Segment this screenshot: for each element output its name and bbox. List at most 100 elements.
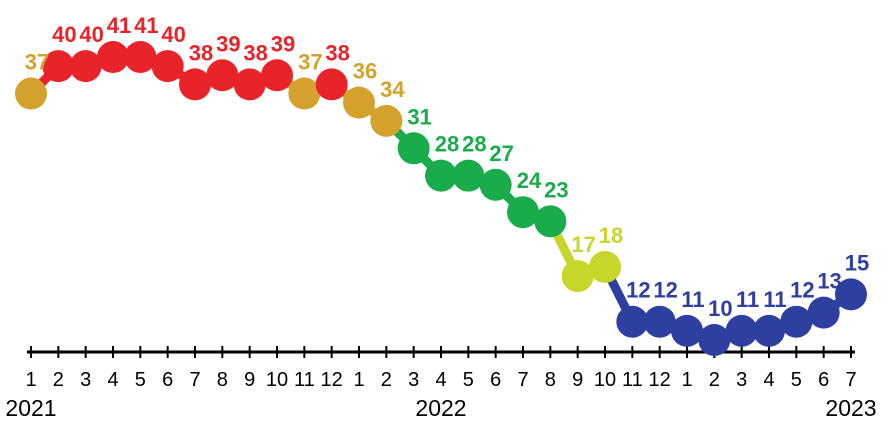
data-label: 38 bbox=[189, 40, 213, 65]
x-tick-label: 4 bbox=[763, 369, 774, 391]
x-tick-label: 5 bbox=[135, 369, 146, 391]
x-tick-label: 12 bbox=[321, 369, 343, 391]
data-point bbox=[671, 314, 703, 347]
x-tick-label: 7 bbox=[189, 369, 200, 391]
data-label: 13 bbox=[817, 269, 841, 294]
data-label: 11 bbox=[681, 287, 704, 312]
data-label: 34 bbox=[380, 77, 405, 102]
x-tick-label: 8 bbox=[545, 369, 556, 391]
data-label: 12 bbox=[790, 278, 814, 303]
data-label: 10 bbox=[708, 296, 732, 321]
data-label: 12 bbox=[653, 278, 677, 303]
x-tick-label: 5 bbox=[791, 369, 802, 391]
x-tick-label: 7 bbox=[517, 369, 528, 391]
year-label: 2022 bbox=[415, 395, 466, 421]
data-point bbox=[151, 50, 184, 83]
data-point bbox=[561, 260, 594, 293]
data-point bbox=[315, 68, 348, 101]
data-label: 41 bbox=[107, 13, 131, 38]
data-point bbox=[42, 50, 75, 83]
x-tick-label: 2 bbox=[53, 369, 64, 391]
data-label: 17 bbox=[571, 232, 595, 257]
x-tick-label: 8 bbox=[217, 369, 228, 391]
data-label: 39 bbox=[216, 31, 240, 56]
data-point bbox=[233, 68, 266, 101]
x-axis: 1 2 3 4 5 6 7 8 9 10 11 12 1 2 3 4 5 6 7 8 9 10 11 12 1 2 3 4 5 6 7202… bbox=[5, 346, 877, 421]
year-label: 2021 bbox=[5, 395, 56, 421]
data-label: 23 bbox=[544, 177, 568, 202]
data-label: 38 bbox=[325, 40, 349, 65]
x-tick-label: 9 bbox=[572, 369, 583, 391]
year-label: 2023 bbox=[825, 395, 876, 421]
data-point bbox=[643, 305, 676, 338]
data-point bbox=[725, 314, 758, 347]
x-tick-label: 6 bbox=[490, 369, 501, 391]
data-point bbox=[15, 77, 47, 110]
data-point bbox=[397, 132, 430, 165]
data-point bbox=[206, 59, 239, 92]
x-tick-label: 1 bbox=[25, 369, 36, 391]
data-label: 41 bbox=[134, 13, 158, 38]
x-tick-label: 5 bbox=[463, 369, 474, 391]
data-point bbox=[452, 159, 485, 192]
data-label: 40 bbox=[79, 22, 103, 47]
x-tick-label: 1 bbox=[353, 369, 364, 391]
data-point bbox=[124, 41, 157, 73]
data-point bbox=[69, 50, 102, 83]
x-tick-label: 1 bbox=[681, 369, 692, 391]
x-tick-label: 3 bbox=[736, 369, 747, 391]
x-tick-label: 12 bbox=[649, 369, 671, 391]
data-points bbox=[15, 41, 867, 356]
data-point bbox=[589, 250, 621, 283]
data-point bbox=[507, 196, 539, 229]
data-label: 39 bbox=[271, 31, 295, 56]
data-point bbox=[698, 324, 731, 356]
x-tick-label: 2 bbox=[709, 369, 720, 391]
x-tick-label: 2 bbox=[381, 369, 392, 391]
data-label: 40 bbox=[52, 22, 76, 47]
data-point bbox=[753, 314, 785, 347]
data-point bbox=[479, 168, 512, 201]
x-tick-label: 7 bbox=[845, 369, 856, 391]
data-label: 24 bbox=[517, 168, 542, 193]
data-point bbox=[807, 296, 840, 329]
x-tick-label: 4 bbox=[435, 369, 446, 391]
x-tick-label: 10 bbox=[594, 369, 616, 391]
x-tick-label: 11 bbox=[294, 369, 315, 391]
x-tick-label: 3 bbox=[80, 369, 91, 391]
x-tick-label: 4 bbox=[107, 369, 118, 391]
data-label: 37 bbox=[298, 50, 322, 75]
data-label: 28 bbox=[462, 132, 486, 157]
data-point bbox=[616, 305, 649, 338]
data-label: 38 bbox=[243, 40, 267, 65]
data-point bbox=[261, 59, 293, 92]
data-point bbox=[343, 86, 375, 119]
data-label: 36 bbox=[353, 59, 377, 84]
data-label: 11 bbox=[763, 287, 786, 312]
data-label: 37 bbox=[25, 50, 49, 75]
data-label: 27 bbox=[489, 141, 513, 166]
data-label: 15 bbox=[845, 250, 869, 275]
x-tick-label: 11 bbox=[622, 369, 643, 391]
x-tick-label: 3 bbox=[408, 369, 419, 391]
data-point bbox=[179, 68, 211, 101]
x-tick-label: 10 bbox=[266, 369, 288, 391]
data-label: 28 bbox=[435, 132, 459, 157]
x-tick-label: 6 bbox=[162, 369, 173, 391]
data-label: 40 bbox=[161, 22, 185, 47]
data-label: 18 bbox=[599, 223, 623, 248]
data-point bbox=[780, 305, 813, 338]
data-label: 11 bbox=[736, 287, 759, 312]
data-point bbox=[97, 41, 129, 73]
data-point bbox=[534, 205, 567, 238]
data-label: 31 bbox=[407, 104, 431, 129]
data-point bbox=[425, 159, 457, 192]
data-label: 12 bbox=[626, 278, 650, 303]
data-point bbox=[288, 77, 321, 110]
x-tick-label: 9 bbox=[244, 369, 255, 391]
x-tick-label: 6 bbox=[818, 369, 829, 391]
data-point bbox=[835, 278, 867, 311]
data-point bbox=[370, 104, 403, 137]
